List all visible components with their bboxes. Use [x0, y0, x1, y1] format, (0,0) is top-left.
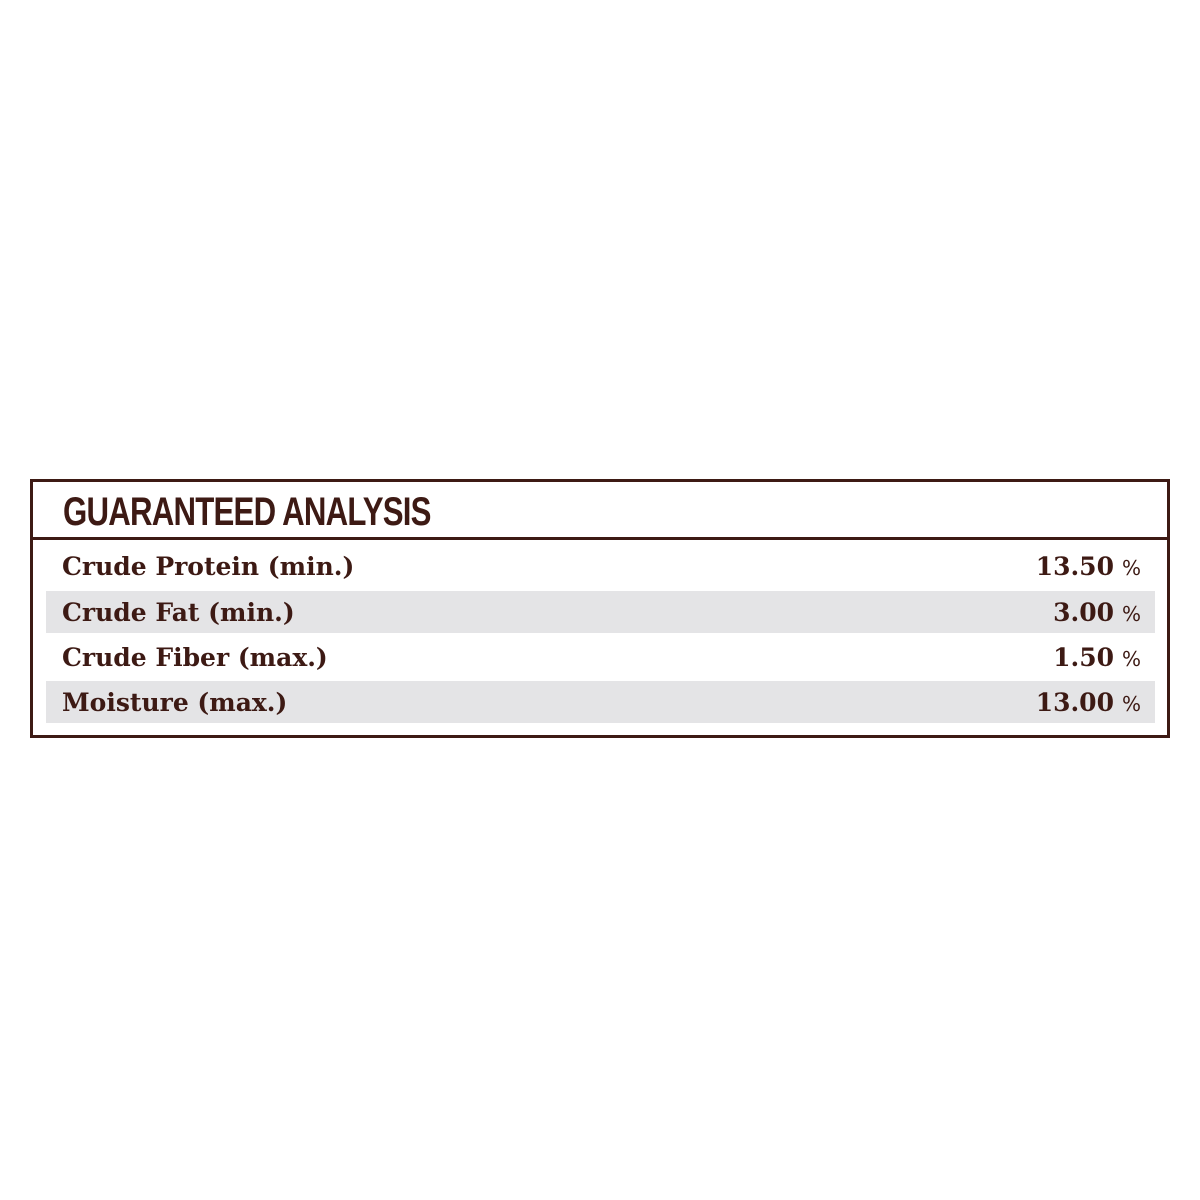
guaranteed-analysis-panel: GUARANTEED ANALYSIS Crude Protein (min.)… — [30, 479, 1170, 738]
analysis-row: Crude Protein (min.) 13.50% — [46, 545, 1155, 587]
row-unit: % — [1121, 691, 1141, 716]
row-label: Moisture (max.) — [62, 687, 288, 717]
panel-title: GUARANTEED ANALYSIS — [63, 490, 432, 534]
row-unit: % — [1121, 646, 1141, 671]
row-value-wrap: 1.50% — [1053, 643, 1155, 672]
row-value-wrap: 13.00% — [1036, 688, 1155, 717]
row-unit: % — [1121, 555, 1141, 580]
row-label: Crude Protein (min.) — [62, 551, 355, 581]
row-value: 1.50 — [1053, 642, 1114, 672]
row-value-wrap: 3.00% — [1053, 598, 1155, 627]
row-value: 13.00 — [1035, 687, 1114, 717]
analysis-row: Crude Fat (min.) 3.00% — [46, 591, 1155, 633]
row-label: Crude Fat (min.) — [62, 597, 295, 627]
row-value: 13.50 — [1035, 551, 1114, 581]
analysis-row: Crude Fiber (max.) 1.50% — [46, 636, 1155, 678]
analysis-row: Moisture (max.) 13.00% — [46, 681, 1155, 723]
title-divider — [33, 537, 1167, 540]
row-unit: % — [1121, 601, 1141, 626]
row-value-wrap: 13.50% — [1036, 552, 1155, 581]
row-value: 3.00 — [1053, 597, 1114, 627]
row-label: Crude Fiber (max.) — [62, 642, 328, 672]
